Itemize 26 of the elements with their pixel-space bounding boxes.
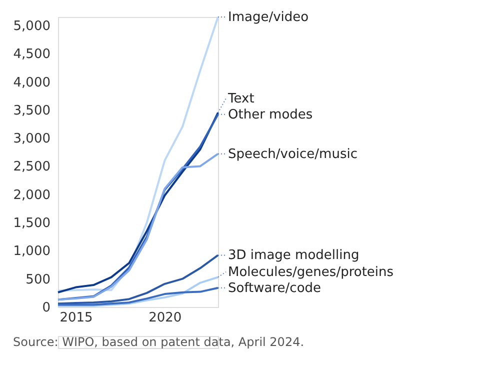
y-tick-label: 5,000 bbox=[13, 18, 50, 34]
series-label: 3D image modelling bbox=[228, 248, 360, 264]
source-note: Source: WIPO, based on patent data, April 2024. bbox=[13, 335, 304, 349]
series-label: Molecules/genes/proteins bbox=[228, 264, 394, 280]
y-tick-label: 0 bbox=[42, 300, 50, 316]
line-series bbox=[57, 276, 219, 307]
y-tick-label: 2,000 bbox=[13, 188, 50, 203]
y-tick-label: 3,000 bbox=[13, 132, 50, 147]
y-tick-label: 1,000 bbox=[13, 244, 50, 260]
y-tick-label: 1,500 bbox=[13, 216, 50, 232]
y-tick-label: 3,500 bbox=[13, 103, 50, 118]
line-series bbox=[57, 16, 219, 292]
y-tick-label: 4,500 bbox=[13, 47, 50, 62]
x-tick-label: 2015 bbox=[60, 310, 93, 326]
series-label: Image/video bbox=[228, 10, 309, 25]
y-tick-label: 500 bbox=[26, 272, 50, 288]
y-tick-label: 2,500 bbox=[13, 160, 50, 175]
series-label: Software/code bbox=[228, 280, 322, 296]
line-series bbox=[57, 152, 219, 301]
line-series bbox=[57, 254, 219, 305]
series-label: Text bbox=[227, 91, 254, 106]
x-tick-label: 2020 bbox=[148, 310, 182, 326]
y-tick-label: 4,000 bbox=[13, 75, 50, 90]
line-series bbox=[57, 286, 219, 306]
series-label: Speech/voice/music bbox=[228, 146, 358, 162]
series-label: Other modes bbox=[228, 107, 313, 122]
